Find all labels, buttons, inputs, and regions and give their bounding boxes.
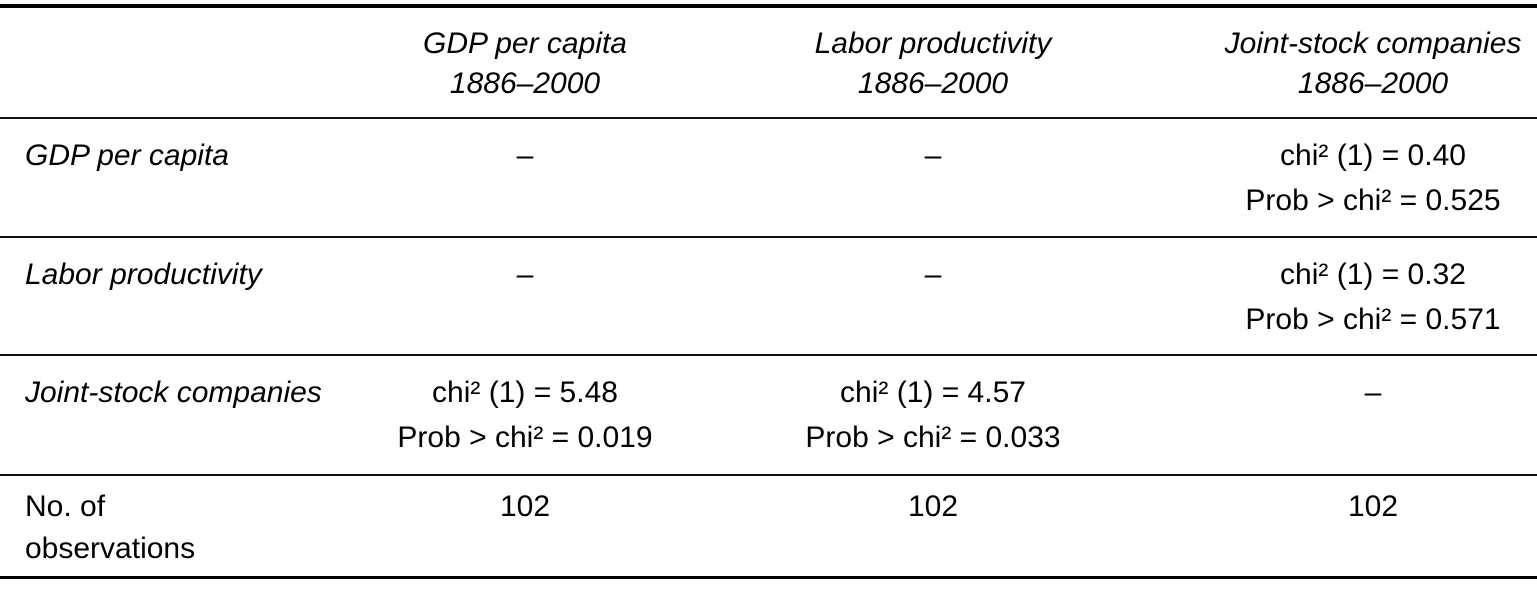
granger-causality-table: GDP per capita 1886–2000 Labor productiv… (0, 4, 1537, 579)
column-period: 1886–2000 (857, 67, 1009, 100)
column-period: 1886–2000 (449, 67, 601, 100)
column-title: Labor productivity (814, 27, 1052, 60)
column-header-gdp-per-capita: GDP per capita 1886–2000 (330, 8, 720, 117)
cell-dash: – (924, 139, 942, 172)
row-label: GDP per capita (25, 139, 229, 172)
row-label: Labor productivity (25, 258, 262, 291)
table-row-labor-productivity: Labor productivity – – chi² (1) = 0.32 P… (0, 238, 1537, 356)
cell-dash: – (924, 258, 942, 291)
header-corner-empty (0, 8, 330, 117)
cell-observation-count: 102 (499, 490, 551, 523)
chi2-statistic: chi² (1) = 4.57 (840, 376, 1026, 409)
cell-dash: – (516, 258, 534, 291)
table-row-gdp-per-capita: GDP per capita – – chi² (1) = 0.40 Prob … (0, 119, 1537, 238)
chi2-probability: Prob > chi² = 0.033 (805, 421, 1061, 454)
cell-dash: – (516, 139, 534, 172)
table-row-joint-stock-companies: Joint-stock companies chi² (1) = 5.48 Pr… (0, 356, 1537, 476)
cell-chi2-result: chi² (1) = 0.32 Prob > chi² = 0.571 (1146, 238, 1537, 354)
cell-chi2-result: chi² (1) = 0.40 Prob > chi² = 0.525 (1146, 119, 1537, 236)
chi2-probability: Prob > chi² = 0.019 (397, 421, 653, 454)
cell-observation-count: 102 (907, 490, 959, 523)
cell-chi2-result: chi² (1) = 4.57 Prob > chi² = 0.033 (720, 356, 1146, 474)
table-header-row: GDP per capita 1886–2000 Labor productiv… (0, 8, 1537, 119)
chi2-statistic: chi² (1) = 0.32 (1280, 258, 1466, 291)
row-label: No. of observations (25, 490, 196, 565)
column-title: Joint-stock companies (1224, 27, 1522, 60)
chi2-probability: Prob > chi² = 0.571 (1245, 303, 1501, 336)
chi2-probability: Prob > chi² = 0.525 (1245, 184, 1501, 217)
column-header-labor-productivity: Labor productivity 1886–2000 (720, 8, 1146, 117)
row-label: Joint-stock companies (25, 376, 322, 409)
table-row-observations: No. of observations 102 102 102 (0, 476, 1537, 576)
cell-chi2-result: chi² (1) = 5.48 Prob > chi² = 0.019 (330, 356, 720, 474)
column-title: GDP per capita (423, 27, 627, 60)
chi2-statistic: chi² (1) = 5.48 (432, 376, 618, 409)
column-period: 1886–2000 (1297, 67, 1449, 100)
cell-dash: – (1364, 376, 1382, 409)
cell-observation-count: 102 (1347, 490, 1399, 523)
column-header-joint-stock-companies: Joint-stock companies 1886–2000 (1146, 8, 1537, 117)
chi2-statistic: chi² (1) = 0.40 (1280, 139, 1466, 172)
